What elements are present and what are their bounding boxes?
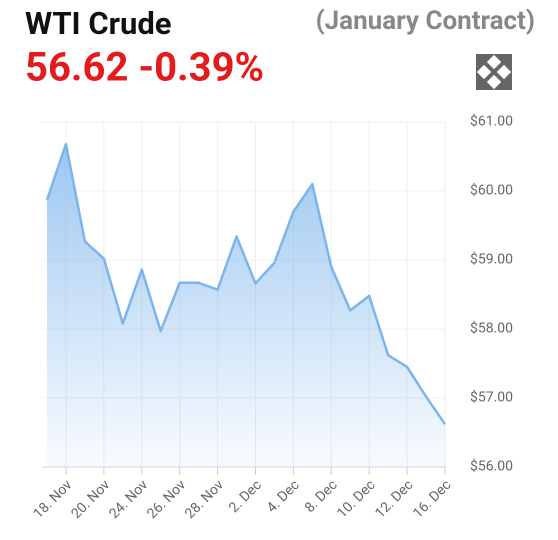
x-tick-label: 26. Nov	[144, 477, 189, 522]
price-change: 56.62 -0.39%	[25, 44, 264, 91]
line	[45, 142, 447, 425]
chart-subtitle: (January Contract)	[316, 6, 535, 36]
x-tick-label: 18. Nov	[30, 477, 75, 522]
y-tick-label: $58.00	[470, 320, 513, 337]
x-tick-label: 28. Nov	[182, 477, 227, 522]
x-tick-label: 16. Dec	[410, 477, 454, 521]
y-tick-label: $59.00	[470, 251, 513, 268]
expand-icon[interactable]	[476, 54, 512, 90]
y-tick-label: $56.00	[470, 458, 513, 475]
x-tick-label: 12. Dec	[372, 477, 416, 521]
x-tick-label: 20. Nov	[68, 477, 113, 522]
y-tick-label: $61.00	[470, 113, 513, 130]
x-tick-label: 4. Dec	[264, 477, 303, 516]
x-tick-label: 10. Dec	[334, 477, 378, 521]
y-tick-label: $57.00	[470, 389, 513, 406]
area	[47, 144, 445, 467]
chart-title: WTI Crude	[25, 5, 172, 42]
x-tick-label: 2. Dec	[226, 477, 265, 516]
x-tick-label: 24. Nov	[106, 477, 151, 522]
y-tick-label: $60.00	[470, 182, 513, 199]
